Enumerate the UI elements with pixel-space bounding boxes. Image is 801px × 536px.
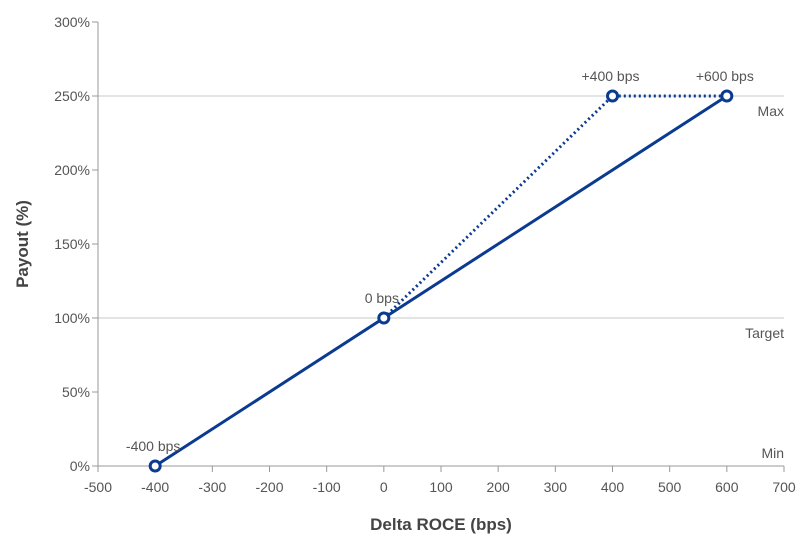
data-point-marker	[606, 89, 619, 103]
x-tick-label: 500	[658, 479, 682, 495]
y-tick-label: 100%	[54, 310, 90, 326]
x-tick-label: -300	[198, 479, 226, 495]
x-tick-label: -100	[313, 479, 341, 495]
reference-label-min: Min	[761, 445, 784, 461]
x-axis-ticks: -500 -400 -300 -200 -100 0 100 200 300 400 500 600 7…	[84, 466, 796, 495]
y-tick-label: 200%	[54, 162, 90, 178]
y-tick-label: 50%	[62, 384, 90, 400]
reference-label-max: Max	[758, 103, 784, 119]
point-label: +600 bps	[696, 68, 754, 84]
series-group	[154, 94, 728, 468]
y-axis-ticks: 0% 50% 100% 150% 200% 250% 300%	[54, 14, 98, 474]
point-label: +400 bps	[582, 68, 640, 84]
y-tick-label: 300%	[54, 14, 90, 30]
data-point-marker	[720, 89, 734, 103]
x-tick-label: 700	[772, 479, 796, 495]
x-tick-label: 200	[486, 479, 510, 495]
data-point-marker	[377, 311, 391, 325]
point-labels: -400 bps 0 bps +400 bps +600 bps	[126, 68, 754, 454]
x-tick-label: 400	[601, 479, 625, 495]
data-point-marker	[148, 459, 162, 473]
series-line-solid	[154, 94, 728, 468]
reference-lines: Min Target Max	[98, 95, 784, 461]
x-tick-label: 0	[380, 479, 388, 495]
reference-label-target: Target	[745, 325, 784, 341]
series-line-dotted	[382, 94, 727, 320]
x-tick-label: -200	[255, 479, 283, 495]
point-label: 0 bps	[365, 290, 399, 306]
x-axis-title: Delta ROCE (bps)	[370, 515, 512, 534]
point-label: -400 bps	[126, 438, 180, 454]
x-tick-label: -500	[84, 479, 112, 495]
axes	[97, 22, 784, 467]
x-tick-label: 600	[715, 479, 739, 495]
y-tick-label: 0%	[70, 458, 90, 474]
x-tick-label: 300	[544, 479, 568, 495]
y-tick-label: 250%	[54, 88, 90, 104]
x-tick-label: -400	[141, 479, 169, 495]
y-axis-title: Payout (%)	[13, 200, 32, 288]
y-tick-label: 150%	[54, 236, 90, 252]
x-tick-label: 100	[429, 479, 453, 495]
marker-group	[148, 89, 734, 473]
